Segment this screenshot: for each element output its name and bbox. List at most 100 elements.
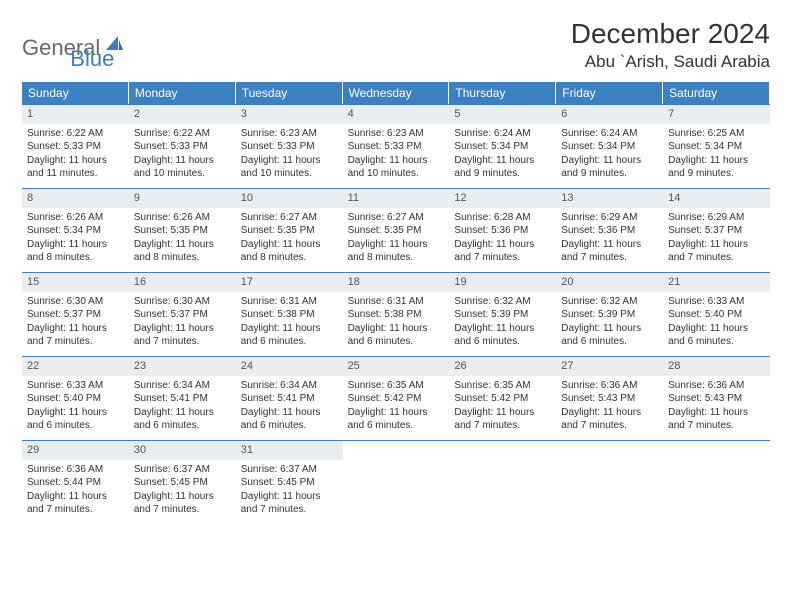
daylight-line-1: Daylight: 11 hours: [134, 322, 231, 336]
sunset-line: Sunset: 5:45 PM: [134, 476, 231, 490]
calendar-cell: 13Sunrise: 6:29 AMSunset: 5:36 PMDayligh…: [556, 188, 663, 272]
calendar-cell: 15Sunrise: 6:30 AMSunset: 5:37 PMDayligh…: [22, 272, 129, 356]
sunset-line: Sunset: 5:36 PM: [454, 224, 551, 238]
day-header: Monday: [129, 82, 236, 104]
sunrise-line: Sunrise: 6:26 AM: [27, 211, 124, 225]
calendar-cell: 18Sunrise: 6:31 AMSunset: 5:38 PMDayligh…: [343, 272, 450, 356]
daylight-line-2: and 6 minutes.: [348, 419, 445, 433]
sunrise-line: Sunrise: 6:31 AM: [241, 295, 338, 309]
sunset-line: Sunset: 5:37 PM: [27, 308, 124, 322]
day-body: Sunrise: 6:32 AMSunset: 5:39 PMDaylight:…: [449, 292, 556, 355]
daylight-line-1: Daylight: 11 hours: [668, 238, 765, 252]
day-body: Sunrise: 6:37 AMSunset: 5:45 PMDaylight:…: [129, 460, 236, 523]
daylight-line-2: and 6 minutes.: [134, 419, 231, 433]
sunrise-line: Sunrise: 6:23 AM: [348, 127, 445, 141]
daylight-line-1: Daylight: 11 hours: [348, 154, 445, 168]
day-header: Saturday: [663, 82, 770, 104]
day-body: Sunrise: 6:31 AMSunset: 5:38 PMDaylight:…: [343, 292, 450, 355]
day-body: Sunrise: 6:27 AMSunset: 5:35 PMDaylight:…: [343, 208, 450, 271]
day-number: 3: [236, 105, 343, 124]
day-number: 18: [343, 273, 450, 292]
daylight-line-2: and 11 minutes.: [27, 167, 124, 181]
calendar-cell: 29Sunrise: 6:36 AMSunset: 5:44 PMDayligh…: [22, 440, 129, 524]
daylight-line-2: and 7 minutes.: [27, 503, 124, 517]
sunset-line: Sunset: 5:38 PM: [348, 308, 445, 322]
day-number: 16: [129, 273, 236, 292]
day-body: Sunrise: 6:33 AMSunset: 5:40 PMDaylight:…: [22, 376, 129, 439]
day-body: Sunrise: 6:25 AMSunset: 5:34 PMDaylight:…: [663, 124, 770, 187]
sunset-line: Sunset: 5:42 PM: [454, 392, 551, 406]
daylight-line-2: and 6 minutes.: [348, 335, 445, 349]
sunset-line: Sunset: 5:39 PM: [561, 308, 658, 322]
daylight-line-1: Daylight: 11 hours: [27, 406, 124, 420]
sunrise-line: Sunrise: 6:36 AM: [27, 463, 124, 477]
daylight-line-2: and 8 minutes.: [241, 251, 338, 265]
daylight-line-1: Daylight: 11 hours: [134, 154, 231, 168]
day-body: Sunrise: 6:37 AMSunset: 5:45 PMDaylight:…: [236, 460, 343, 523]
day-body: Sunrise: 6:24 AMSunset: 5:34 PMDaylight:…: [449, 124, 556, 187]
day-body: Sunrise: 6:22 AMSunset: 5:33 PMDaylight:…: [22, 124, 129, 187]
daylight-line-2: and 6 minutes.: [561, 335, 658, 349]
day-number: 20: [556, 273, 663, 292]
sunset-line: Sunset: 5:45 PM: [241, 476, 338, 490]
day-number: 24: [236, 357, 343, 376]
sunset-line: Sunset: 5:41 PM: [241, 392, 338, 406]
day-header: Thursday: [449, 82, 556, 104]
day-number: 23: [129, 357, 236, 376]
daylight-line-2: and 7 minutes.: [561, 419, 658, 433]
daylight-line-1: Daylight: 11 hours: [668, 406, 765, 420]
day-body: Sunrise: 6:30 AMSunset: 5:37 PMDaylight:…: [129, 292, 236, 355]
sunset-line: Sunset: 5:33 PM: [241, 140, 338, 154]
sunset-line: Sunset: 5:33 PM: [348, 140, 445, 154]
daylight-line-1: Daylight: 11 hours: [134, 406, 231, 420]
sunrise-line: Sunrise: 6:28 AM: [454, 211, 551, 225]
day-number: 11: [343, 189, 450, 208]
calendar-cell: 12Sunrise: 6:28 AMSunset: 5:36 PMDayligh…: [449, 188, 556, 272]
day-number: 7: [663, 105, 770, 124]
calendar-cell: 17Sunrise: 6:31 AMSunset: 5:38 PMDayligh…: [236, 272, 343, 356]
sunset-line: Sunset: 5:33 PM: [134, 140, 231, 154]
day-number: 2: [129, 105, 236, 124]
sunrise-line: Sunrise: 6:34 AM: [134, 379, 231, 393]
calendar-cell: 27Sunrise: 6:36 AMSunset: 5:43 PMDayligh…: [556, 356, 663, 440]
daylight-line-2: and 8 minutes.: [134, 251, 231, 265]
calendar-cell: 3Sunrise: 6:23 AMSunset: 5:33 PMDaylight…: [236, 104, 343, 188]
sunset-line: Sunset: 5:41 PM: [134, 392, 231, 406]
sunrise-line: Sunrise: 6:29 AM: [668, 211, 765, 225]
sunrise-line: Sunrise: 6:26 AM: [134, 211, 231, 225]
daylight-line-2: and 9 minutes.: [454, 167, 551, 181]
day-body: Sunrise: 6:27 AMSunset: 5:35 PMDaylight:…: [236, 208, 343, 271]
sunset-line: Sunset: 5:40 PM: [27, 392, 124, 406]
day-body: Sunrise: 6:23 AMSunset: 5:33 PMDaylight:…: [343, 124, 450, 187]
daylight-line-2: and 9 minutes.: [668, 167, 765, 181]
daylight-line-1: Daylight: 11 hours: [241, 154, 338, 168]
sunset-line: Sunset: 5:43 PM: [668, 392, 765, 406]
daylight-line-1: Daylight: 11 hours: [668, 154, 765, 168]
daylight-line-1: Daylight: 11 hours: [561, 322, 658, 336]
day-body: Sunrise: 6:30 AMSunset: 5:37 PMDaylight:…: [22, 292, 129, 355]
daylight-line-2: and 6 minutes.: [668, 335, 765, 349]
calendar-cell: 24Sunrise: 6:34 AMSunset: 5:41 PMDayligh…: [236, 356, 343, 440]
day-number: 6: [556, 105, 663, 124]
sunrise-line: Sunrise: 6:33 AM: [668, 295, 765, 309]
day-body: Sunrise: 6:35 AMSunset: 5:42 PMDaylight:…: [449, 376, 556, 439]
daylight-line-1: Daylight: 11 hours: [561, 406, 658, 420]
calendar-cell: 11Sunrise: 6:27 AMSunset: 5:35 PMDayligh…: [343, 188, 450, 272]
daylight-line-2: and 7 minutes.: [668, 419, 765, 433]
day-body: Sunrise: 6:36 AMSunset: 5:43 PMDaylight:…: [556, 376, 663, 439]
sunrise-line: Sunrise: 6:36 AM: [668, 379, 765, 393]
daylight-line-2: and 7 minutes.: [454, 419, 551, 433]
sunset-line: Sunset: 5:44 PM: [27, 476, 124, 490]
sunrise-line: Sunrise: 6:29 AM: [561, 211, 658, 225]
daylight-line-2: and 7 minutes.: [134, 335, 231, 349]
day-number: 5: [449, 105, 556, 124]
daylight-line-1: Daylight: 11 hours: [348, 322, 445, 336]
calendar-grid: SundayMondayTuesdayWednesdayThursdayFrid…: [22, 82, 770, 524]
calendar-cell: 16Sunrise: 6:30 AMSunset: 5:37 PMDayligh…: [129, 272, 236, 356]
day-number: 1: [22, 105, 129, 124]
day-number: 21: [663, 273, 770, 292]
daylight-line-1: Daylight: 11 hours: [454, 154, 551, 168]
sunrise-line: Sunrise: 6:32 AM: [561, 295, 658, 309]
sunset-line: Sunset: 5:35 PM: [241, 224, 338, 238]
day-number: 26: [449, 357, 556, 376]
